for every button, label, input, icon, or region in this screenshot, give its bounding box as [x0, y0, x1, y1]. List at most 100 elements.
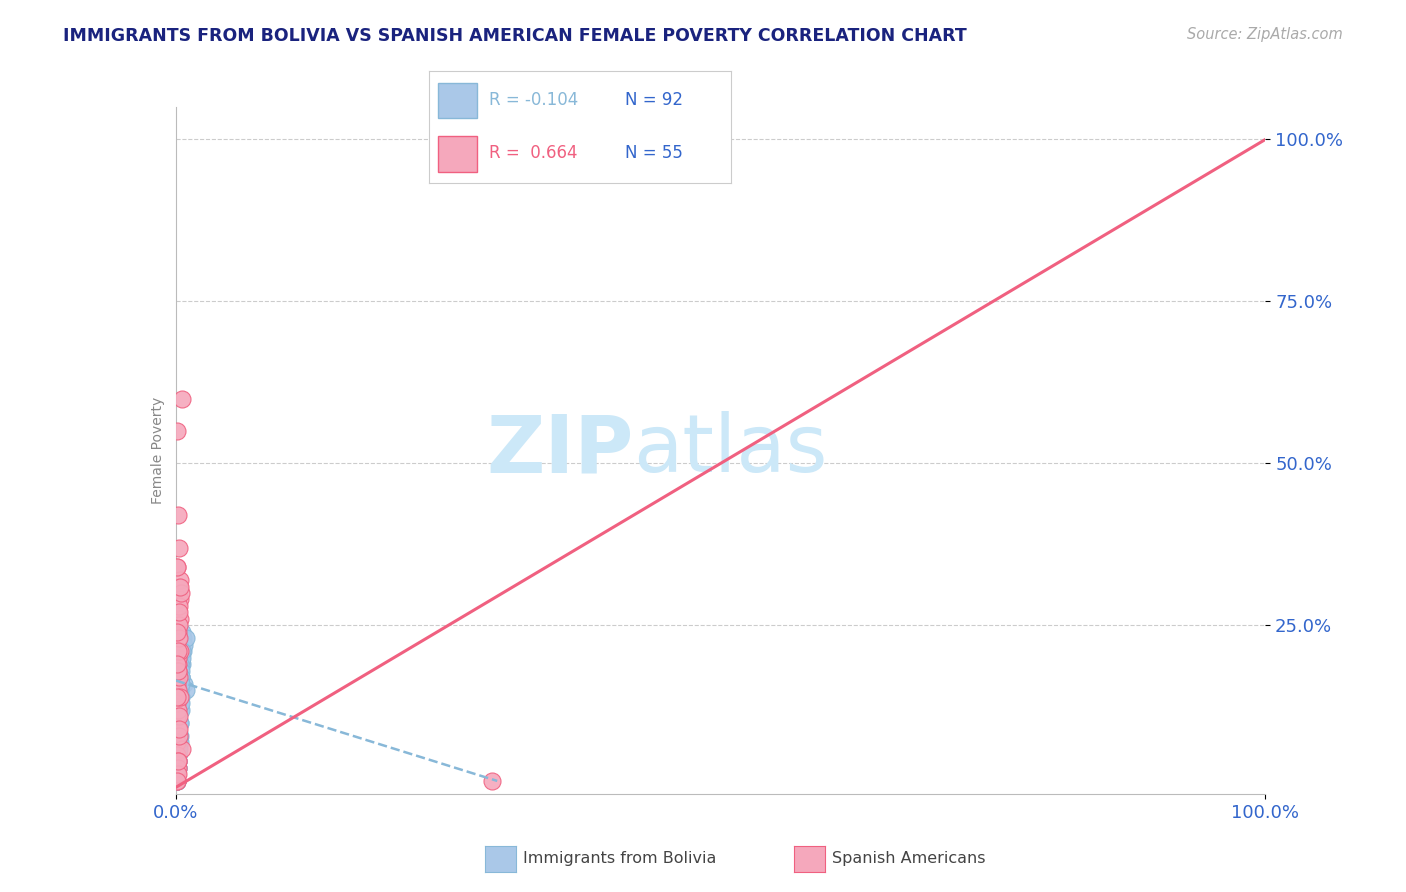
Point: [166, 761, 188, 775]
Text: N = 55: N = 55: [626, 145, 683, 162]
Point: [167, 664, 190, 678]
Point: [170, 664, 193, 678]
Point: [167, 664, 190, 678]
Point: [166, 696, 188, 710]
Point: [169, 664, 191, 678]
Point: [166, 773, 188, 788]
Point: [167, 755, 190, 769]
Point: [173, 638, 195, 652]
Point: [169, 677, 191, 691]
Point: [166, 767, 188, 781]
Point: [170, 690, 193, 704]
Text: Source: ZipAtlas.com: Source: ZipAtlas.com: [1187, 27, 1343, 42]
Point: [166, 761, 188, 775]
Point: [167, 657, 190, 672]
Point: [167, 722, 190, 736]
Point: [167, 606, 190, 620]
Point: [167, 741, 190, 756]
Point: [169, 670, 191, 684]
Point: [170, 650, 193, 665]
Point: [167, 729, 190, 743]
Point: [167, 624, 190, 639]
Point: [172, 741, 194, 756]
Point: [167, 755, 190, 769]
Point: [167, 741, 190, 756]
Point: [167, 703, 190, 717]
Point: [167, 644, 190, 658]
Text: IMMIGRANTS FROM BOLIVIA VS SPANISH AMERICAN FEMALE POVERTY CORRELATION CHART: IMMIGRANTS FROM BOLIVIA VS SPANISH AMERI…: [63, 27, 967, 45]
Point: [169, 715, 191, 730]
Point: [169, 612, 191, 626]
Text: R =  0.664: R = 0.664: [489, 145, 578, 162]
Point: [167, 755, 190, 769]
Point: [169, 664, 191, 678]
Point: [169, 677, 191, 691]
Point: [166, 709, 188, 723]
Point: [167, 606, 190, 620]
Point: [169, 644, 191, 658]
Point: [167, 722, 190, 736]
Point: [166, 747, 188, 762]
Point: [172, 644, 194, 658]
Point: [166, 773, 188, 788]
Point: [167, 747, 190, 762]
Point: [172, 657, 194, 672]
Point: [169, 703, 191, 717]
Point: [169, 735, 191, 749]
Point: [166, 690, 188, 704]
Point: [170, 696, 193, 710]
Point: [170, 657, 193, 672]
Point: [166, 624, 188, 639]
Point: [166, 715, 188, 730]
Point: [167, 541, 190, 555]
Point: [167, 755, 190, 769]
Point: [481, 773, 503, 788]
Point: [167, 632, 190, 646]
Point: [166, 735, 188, 749]
Point: [172, 650, 194, 665]
Point: [166, 747, 188, 762]
Point: [167, 683, 190, 698]
Point: [166, 650, 188, 665]
Point: [172, 624, 194, 639]
Point: [167, 638, 190, 652]
Point: [169, 573, 191, 587]
Point: [166, 729, 188, 743]
Point: [166, 773, 188, 788]
Point: [170, 670, 193, 684]
Point: [167, 683, 190, 698]
Text: Spanish Americans: Spanish Americans: [832, 852, 986, 866]
Point: [167, 618, 190, 632]
Point: [169, 690, 191, 704]
Point: [167, 709, 190, 723]
Point: [166, 735, 188, 749]
Point: [166, 755, 188, 769]
Point: [167, 703, 190, 717]
Point: [166, 709, 188, 723]
Point: [167, 735, 190, 749]
Point: [167, 690, 190, 704]
Point: [169, 657, 191, 672]
Point: [167, 767, 190, 781]
Point: [172, 632, 194, 646]
Y-axis label: Female Poverty: Female Poverty: [150, 397, 165, 504]
Text: atlas: atlas: [633, 411, 828, 490]
Point: [166, 657, 188, 672]
Point: [172, 392, 194, 406]
Text: R = -0.104: R = -0.104: [489, 91, 578, 109]
Point: [166, 424, 188, 438]
Point: [167, 599, 190, 613]
Point: [166, 722, 188, 736]
Bar: [437, 136, 477, 171]
Point: [174, 632, 197, 646]
Text: Immigrants from Bolivia: Immigrants from Bolivia: [523, 852, 717, 866]
Point: [167, 761, 190, 775]
Point: [166, 670, 188, 684]
Point: [166, 767, 188, 781]
Point: [167, 761, 190, 775]
Point: [167, 741, 190, 756]
Point: [167, 670, 190, 684]
Point: [173, 677, 195, 691]
Point: [169, 592, 191, 607]
Point: [166, 560, 188, 574]
